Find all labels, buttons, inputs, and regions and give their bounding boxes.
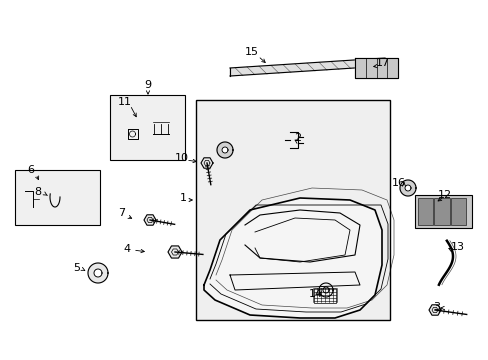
Polygon shape	[399, 180, 415, 196]
Bar	[450, 198, 465, 225]
Text: 14: 14	[308, 289, 323, 299]
Text: 6: 6	[27, 165, 35, 175]
Bar	[313, 288, 335, 303]
Polygon shape	[354, 58, 397, 78]
Polygon shape	[222, 147, 227, 153]
Polygon shape	[428, 305, 440, 315]
Text: 9: 9	[144, 80, 151, 90]
Polygon shape	[318, 283, 332, 297]
Bar	[417, 198, 432, 225]
Polygon shape	[203, 198, 381, 318]
Polygon shape	[94, 269, 102, 277]
Text: 2: 2	[294, 133, 301, 143]
Polygon shape	[323, 287, 328, 293]
Text: 10: 10	[175, 153, 189, 163]
Polygon shape	[404, 185, 410, 191]
Text: 15: 15	[244, 47, 259, 57]
Bar	[110, 95, 184, 160]
Text: 5: 5	[73, 263, 81, 273]
Text: 12: 12	[437, 190, 451, 200]
Polygon shape	[201, 158, 213, 168]
Bar	[15, 170, 100, 225]
Text: 7: 7	[118, 208, 125, 218]
Text: 13: 13	[450, 242, 464, 252]
Text: 16: 16	[391, 178, 405, 188]
Bar	[433, 198, 449, 225]
Polygon shape	[88, 263, 108, 283]
Polygon shape	[229, 58, 384, 76]
Text: 8: 8	[34, 187, 41, 197]
Text: 11: 11	[118, 97, 132, 107]
Text: 3: 3	[433, 302, 440, 312]
Bar	[414, 195, 471, 228]
Polygon shape	[168, 246, 182, 258]
Text: 4: 4	[123, 244, 130, 254]
Text: 17: 17	[375, 58, 389, 68]
Polygon shape	[217, 142, 232, 158]
Polygon shape	[143, 215, 156, 225]
Text: 1: 1	[179, 193, 186, 203]
Bar	[196, 100, 389, 320]
